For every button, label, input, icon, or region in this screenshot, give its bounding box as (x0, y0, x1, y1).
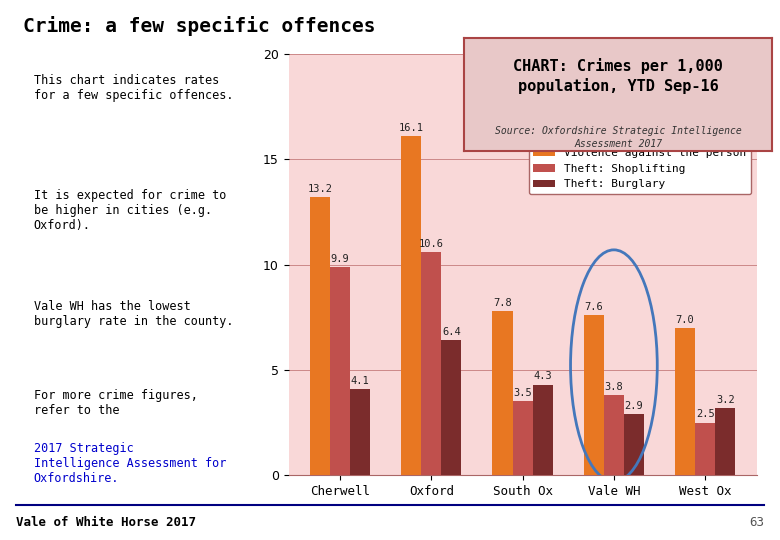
Text: 9.9: 9.9 (331, 254, 349, 264)
Text: 7.6: 7.6 (584, 302, 603, 312)
Text: CHART: Crimes per 1,000
population, YTD Sep-16: CHART: Crimes per 1,000 population, YTD … (513, 58, 723, 94)
Text: 7.8: 7.8 (493, 298, 512, 308)
Bar (604, 395, 624, 475)
Bar (624, 414, 644, 475)
Bar (675, 328, 695, 475)
Text: 2017 Strategic
Intelligence Assessment for
Oxfordshire.: 2017 Strategic Intelligence Assessment f… (34, 442, 226, 485)
Bar (330, 267, 350, 475)
Bar (421, 252, 441, 475)
Text: 63: 63 (750, 516, 764, 529)
Text: Vale of White Horse 2017: Vale of White Horse 2017 (16, 516, 196, 529)
Text: This chart indicates rates
for a few specific offences.: This chart indicates rates for a few spe… (34, 74, 233, 102)
Text: 7.0: 7.0 (675, 315, 694, 325)
Bar (533, 384, 553, 475)
Text: 13.2: 13.2 (307, 184, 332, 194)
Text: 3.8: 3.8 (604, 382, 623, 392)
Bar (350, 389, 370, 475)
Text: 2.5: 2.5 (696, 409, 714, 420)
Text: For more crime figures,
refer to the: For more crime figures, refer to the (34, 389, 197, 416)
Text: Crime: a few specific offences: Crime: a few specific offences (23, 16, 376, 36)
Bar (492, 311, 512, 475)
Bar (583, 315, 604, 475)
Text: 10.6: 10.6 (419, 239, 444, 249)
Text: 3.2: 3.2 (716, 395, 735, 404)
Text: 2.9: 2.9 (625, 401, 644, 411)
Bar (401, 136, 421, 475)
Text: Source: Oxfordshire Strategic Intelligence
Assessment 2017: Source: Oxfordshire Strategic Intelligen… (495, 126, 742, 149)
Text: 16.1: 16.1 (399, 123, 424, 133)
Text: 3.5: 3.5 (513, 388, 532, 399)
Text: Vale WH has the lowest
burglary rate in the county.: Vale WH has the lowest burglary rate in … (34, 300, 233, 328)
Bar (310, 197, 330, 475)
Legend: Violence against the person, Theft: Shoplifting, Theft: Burglary: Violence against the person, Theft: Shop… (529, 144, 751, 194)
Text: 4.1: 4.1 (351, 376, 370, 386)
Bar (715, 408, 736, 475)
Text: 6.4: 6.4 (442, 327, 461, 338)
Bar (441, 340, 462, 475)
Bar (695, 422, 715, 475)
Text: It is expected for crime to
be higher in cities (e.g.
Oxford).: It is expected for crime to be higher in… (34, 190, 226, 232)
Text: 4.3: 4.3 (534, 372, 552, 381)
Bar (512, 402, 533, 475)
